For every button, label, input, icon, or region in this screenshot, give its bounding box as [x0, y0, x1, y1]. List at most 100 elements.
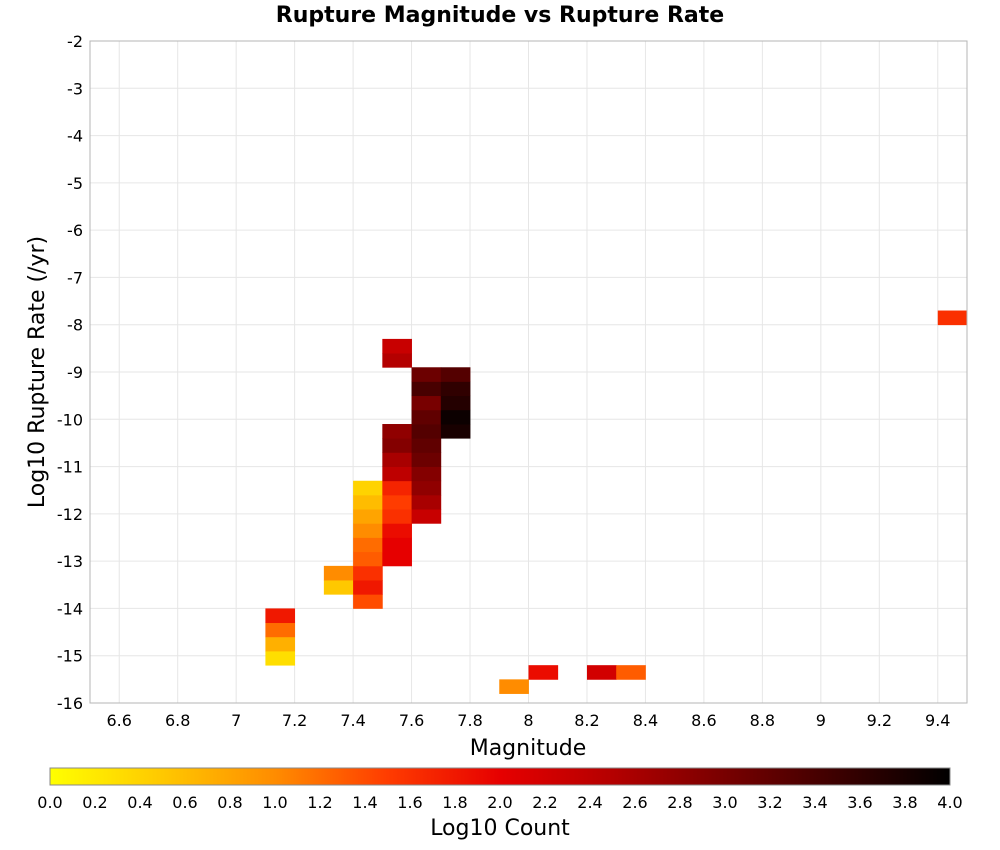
y-tick-labels: -2 -3 -4 -5 -6 -7 -8 -9 -10 -11 -12 -13 -14 -15 -16 — [57, 32, 83, 713]
heatmap-cell — [382, 537, 412, 553]
colorbar-tick-label: 3.8 — [892, 793, 917, 812]
x-tick-label: 8.6 — [691, 711, 716, 730]
heatmap-cell — [411, 381, 442, 397]
x-tick-label: 9.2 — [867, 711, 892, 730]
x-tick-labels: 6.6 6.8 7 7.2 7.4 7.6 7.8 8 8.2 8.4 8.6 8.8 9 9.2 9.4 — [107, 711, 951, 730]
heatmap-cell — [937, 310, 968, 326]
x-axis-label: Magnitude — [470, 736, 587, 761]
colorbar-tick-label: 1.0 — [262, 793, 287, 812]
x-tick-label: 7.8 — [457, 711, 482, 730]
heatmap-cell — [323, 580, 354, 595]
heatmap-cell — [411, 438, 442, 453]
heatmap-cell — [411, 395, 442, 411]
heatmap-cell — [382, 466, 412, 482]
x-tick-label: 9 — [816, 711, 826, 730]
y-tick-label: -9 — [67, 363, 83, 382]
x-tick-label: 6.8 — [165, 711, 190, 730]
x-tick-label: 8.4 — [633, 711, 658, 730]
heatmap-cell — [382, 353, 412, 368]
y-tick-label: -4 — [67, 127, 83, 146]
heatmap-cell — [586, 665, 617, 680]
heatmap-cell — [382, 452, 412, 467]
x-tick-label: 7.6 — [399, 711, 424, 730]
colorbar-tick-label: 3.0 — [712, 793, 737, 812]
heatmap-cell — [382, 523, 412, 538]
grid-lines — [90, 40, 967, 704]
colorbar-tick-label: 4.0 — [937, 793, 962, 812]
heatmap-cell — [440, 381, 471, 397]
colorbar-label: Log10 Count — [430, 816, 570, 841]
heatmap-cell — [353, 551, 383, 567]
heatmap-cell — [353, 580, 383, 595]
colorbar-tick-label: 1.6 — [397, 793, 422, 812]
heatmap-cell — [353, 480, 383, 496]
colorbar-tick-labels: 0.0 0.2 0.4 0.6 0.8 1.0 1.2 1.4 1.6 1.8 2.0 2.2 2.4 2… — [37, 793, 962, 812]
heatmap-cell — [382, 551, 412, 567]
colorbar-tick-label: 0.2 — [82, 793, 107, 812]
x-tick-label: 8 — [523, 711, 533, 730]
heatmap-cell — [411, 480, 442, 496]
y-axis-label: Log10 Rupture Rate (/yr) — [25, 236, 50, 508]
y-tick-label: -6 — [67, 221, 83, 240]
heatmap-cell — [382, 338, 412, 354]
heatmap-cell — [353, 537, 383, 553]
heatmap-cell — [440, 424, 471, 439]
heatmap-cell — [353, 509, 383, 524]
heatmap-cell — [411, 494, 442, 510]
heatmap-cell — [440, 395, 471, 411]
colorbar-tick-label: 0.4 — [127, 793, 152, 812]
heatmap-cells — [265, 310, 968, 694]
heatmap-cell — [382, 480, 412, 496]
y-tick-label: -10 — [57, 410, 83, 429]
heatmap-cell — [528, 665, 559, 680]
heatmap-cell — [411, 409, 442, 425]
x-tick-label: 9.4 — [925, 711, 950, 730]
heatmap-cell — [265, 636, 296, 652]
x-tick-label: 7.2 — [282, 711, 307, 730]
colorbar-tick-label: 3.4 — [802, 793, 827, 812]
colorbar-tick-label: 2.4 — [577, 793, 602, 812]
heatmap-cell — [616, 665, 646, 680]
colorbar-tick-label: 0.6 — [172, 793, 197, 812]
y-tick-label: -11 — [57, 458, 83, 477]
heatmap-cell — [323, 565, 354, 581]
y-tick-label: -8 — [67, 316, 83, 335]
y-tick-label: -2 — [67, 32, 83, 51]
colorbar-tick-label: 1.2 — [307, 793, 332, 812]
heatmap-cell — [353, 494, 383, 510]
heatmap-cell — [265, 622, 296, 638]
chart-title: Rupture Magnitude vs Rupture Rate — [276, 3, 724, 28]
x-tick-label: 6.6 — [107, 711, 132, 730]
heatmap-cell — [382, 509, 412, 524]
colorbar-tick-label: 2.0 — [487, 793, 512, 812]
colorbar-tick-label: 0.8 — [217, 793, 242, 812]
colorbar-tick-label: 2.8 — [667, 793, 692, 812]
heatmap-cell — [353, 594, 383, 609]
heatmap-cell — [411, 452, 442, 467]
x-tick-label: 7 — [231, 711, 241, 730]
colorbar-tick-label: 1.8 — [442, 793, 467, 812]
x-tick-label: 8.8 — [750, 711, 775, 730]
heatmap-cell — [382, 494, 412, 510]
colorbar-tick-label: 3.2 — [757, 793, 782, 812]
heatmap-cell — [499, 679, 529, 694]
y-tick-label: -5 — [67, 174, 83, 193]
colorbar-tick-label: 0.0 — [37, 793, 62, 812]
heatmap-cell — [411, 367, 442, 382]
heatmap-cell — [411, 424, 442, 439]
y-tick-label: -16 — [57, 694, 83, 713]
plot-frame — [89, 40, 968, 704]
heatmap-cell — [382, 424, 412, 439]
heatmap-cell — [411, 509, 442, 524]
colorbar-tick-label: 3.6 — [847, 793, 872, 812]
y-tick-label: -12 — [57, 505, 83, 524]
heatmap-cell — [440, 367, 471, 382]
heatmap-cell — [353, 565, 383, 581]
colorbar-tick-label: 1.4 — [352, 793, 377, 812]
x-tick-label: 8.2 — [574, 711, 599, 730]
y-tick-label: -13 — [57, 552, 83, 571]
heatmap-cell — [353, 523, 383, 538]
colorbar-tick-label: 2.6 — [622, 793, 647, 812]
colorbar — [49, 767, 951, 786]
